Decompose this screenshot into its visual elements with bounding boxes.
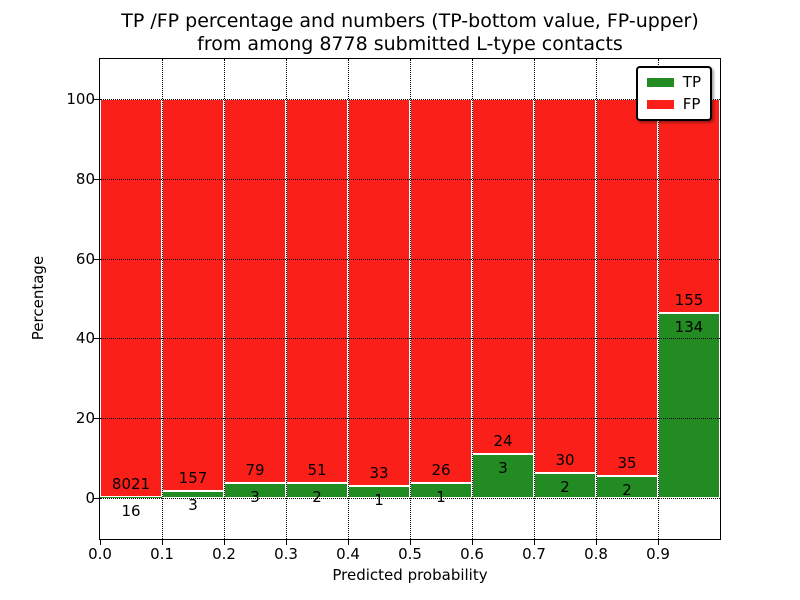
- chart-title: TP /FP percentage and numbers (TP-bottom…: [110, 10, 710, 56]
- y-tick-label: 20: [75, 409, 95, 428]
- fp-count-label: 8021: [111, 475, 151, 494]
- x-tick: [410, 539, 411, 545]
- chart-title-line1: TP /FP percentage and numbers (TP-bottom…: [121, 10, 699, 32]
- x-tick: [286, 539, 287, 545]
- bar-fp-segment: [410, 99, 472, 484]
- y-tick: [93, 498, 99, 499]
- x-tick: [348, 539, 349, 545]
- x-tick-label: 0.7: [522, 545, 546, 563]
- tp-count-label: 3: [188, 495, 198, 514]
- tp-count-label: 134: [674, 317, 704, 336]
- tp-count-label: 2: [312, 487, 322, 506]
- legend: TP FP: [635, 66, 712, 121]
- grid-line-vertical: [410, 59, 411, 539]
- bar-fp-segment: [162, 99, 224, 491]
- y-tick-label: 40: [75, 329, 95, 348]
- fp-count-label: 24: [493, 431, 513, 450]
- y-tick: [93, 418, 99, 420]
- grid-line-vertical: [224, 59, 225, 539]
- x-tick: [162, 539, 163, 545]
- bar-tp-segment: [100, 497, 162, 499]
- bar-fp-segment: [100, 99, 162, 498]
- y-tick-label: 60: [75, 249, 95, 268]
- bar-fp-segment: [286, 99, 348, 483]
- x-tick-label: 0.4: [336, 545, 360, 563]
- x-tick: [472, 539, 473, 545]
- x-tick-label: 0.1: [150, 545, 174, 563]
- tp-count-label: 1: [374, 491, 384, 510]
- legend-label-fp: FP: [682, 95, 701, 113]
- grid-line-vertical: [348, 59, 349, 539]
- y-tick-label: 100: [66, 90, 95, 108]
- x-tick: [534, 539, 535, 545]
- bar-tp-segment: [658, 312, 720, 498]
- tp-count-label: 16: [121, 502, 141, 521]
- x-axis-label: Predicted probability: [332, 566, 488, 584]
- tp-count-label: 3: [250, 488, 260, 507]
- y-tick: [93, 99, 99, 100]
- plot-area: TP FP 8021 16 157 3 79 3 51 2 33 1 26 1 24 3 30 2 35 2 155…: [93, 58, 721, 545]
- grid-line-vertical: [534, 59, 535, 539]
- x-tick: [224, 539, 225, 545]
- fp-count-label: 35: [617, 454, 637, 473]
- x-tick-label: 0.9: [646, 545, 670, 563]
- tp-count-label: 1: [436, 488, 446, 507]
- y-tick-label: 0: [85, 489, 95, 507]
- tp-count-label: 2: [560, 478, 570, 497]
- x-tick-label: 0.8: [584, 545, 608, 563]
- fp-count-label: 33: [369, 464, 389, 483]
- bar-tp-segment: [534, 473, 596, 498]
- chart-title-line2: from among 8778 submitted L-type contact…: [197, 33, 623, 55]
- grid-line-vertical: [162, 59, 163, 539]
- y-tick-label: 80: [75, 169, 95, 188]
- x-tick-label: 0.6: [460, 545, 484, 563]
- fp-count-label: 79: [245, 461, 265, 480]
- x-tick-label: 0.5: [398, 545, 422, 563]
- y-tick: [93, 338, 99, 340]
- x-tick-label: 0.2: [212, 545, 236, 563]
- fp-count-label: 51: [307, 460, 327, 479]
- bar-fp-segment: [658, 99, 720, 313]
- grid-line-vertical: [596, 59, 597, 539]
- legend-item-fp: FP: [646, 95, 701, 113]
- bar-fp-segment: [534, 99, 596, 474]
- legend-label-tp: TP: [682, 73, 701, 91]
- fp-color-swatch: [646, 100, 674, 109]
- bar-fp-segment: [596, 99, 658, 477]
- grid-line-vertical: [472, 59, 473, 539]
- tp-count-label: 2: [622, 481, 632, 500]
- y-tick: [93, 178, 99, 180]
- grid-line-vertical: [286, 59, 287, 539]
- x-tick: [596, 539, 597, 545]
- fp-count-label: 155: [674, 290, 704, 309]
- fp-count-label: 157: [178, 468, 208, 487]
- tp-color-swatch: [646, 78, 674, 87]
- x-tick-label: 0.0: [88, 545, 112, 563]
- x-tick: [658, 539, 659, 545]
- legend-item-tp: TP: [646, 73, 701, 91]
- grid-line-vertical: [658, 59, 659, 539]
- bar-fp-segment: [472, 99, 534, 454]
- tp-count-label: 3: [498, 458, 508, 477]
- fp-count-label: 30: [555, 451, 575, 470]
- x-tick: [100, 539, 101, 545]
- fp-count-label: 26: [431, 461, 451, 480]
- bar-fp-segment: [224, 99, 286, 484]
- x-tick-label: 0.3: [274, 545, 298, 563]
- y-tick: [93, 258, 99, 260]
- bar-fp-segment: [348, 99, 410, 487]
